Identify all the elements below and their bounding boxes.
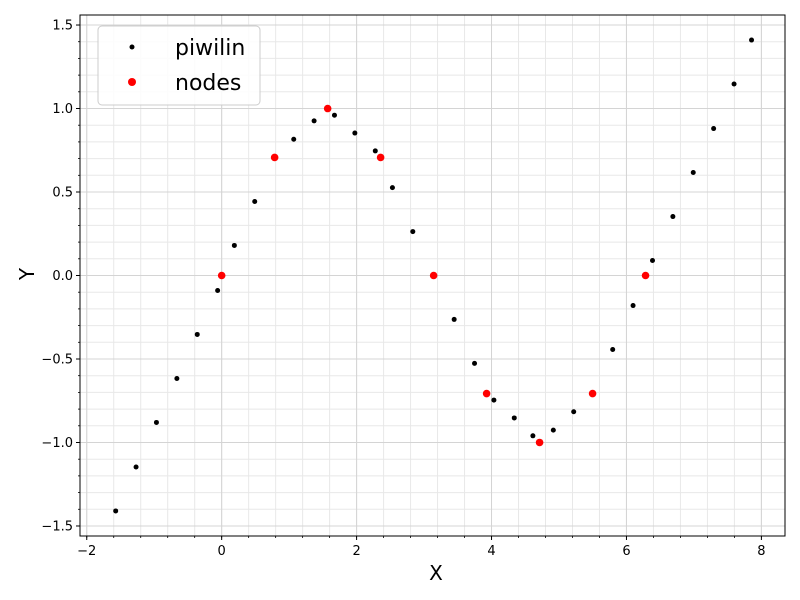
legend: piwilin nodes xyxy=(97,25,261,106)
point-piwilin xyxy=(550,427,556,433)
point-nodes xyxy=(323,104,332,113)
point-nodes xyxy=(535,438,544,447)
point-piwilin xyxy=(610,346,616,352)
point-nodes xyxy=(217,271,226,280)
point-piwilin xyxy=(472,360,478,366)
point-nodes xyxy=(641,271,650,280)
point-piwilin xyxy=(352,130,358,136)
point-piwilin xyxy=(491,397,497,403)
point-nodes xyxy=(429,271,438,280)
axis-ticks: −2 0 2 4 6 8 −1.5 −1.0 −0.5 0.0 0.5 1.0 1.5 xyxy=(41,19,765,559)
point-piwilin xyxy=(511,415,517,421)
x-tick-label: 6 xyxy=(622,544,630,559)
point-nodes xyxy=(376,153,385,162)
point-nodes xyxy=(588,389,597,398)
point-piwilin xyxy=(389,185,395,191)
point-piwilin xyxy=(311,118,317,124)
point-piwilin xyxy=(711,126,717,132)
legend-box xyxy=(97,25,261,106)
point-piwilin xyxy=(630,303,636,309)
x-tick-label: 8 xyxy=(757,544,765,559)
point-piwilin xyxy=(291,136,297,142)
data-points xyxy=(113,37,755,514)
point-piwilin xyxy=(133,464,139,470)
legend-label-piwilin: piwilin xyxy=(175,36,245,61)
legend-marker-nodes xyxy=(128,78,136,86)
point-piwilin xyxy=(331,112,337,118)
y-tick-label: −0.5 xyxy=(41,352,73,367)
x-tick-label: 4 xyxy=(487,544,495,559)
point-piwilin xyxy=(252,199,258,205)
point-piwilin xyxy=(650,257,655,263)
point-piwilin xyxy=(530,433,536,439)
point-nodes xyxy=(270,153,279,162)
point-piwilin xyxy=(174,376,180,382)
point-piwilin xyxy=(749,37,755,43)
point-piwilin xyxy=(372,148,378,154)
point-piwilin xyxy=(113,508,119,514)
point-piwilin xyxy=(410,229,416,235)
point-piwilin xyxy=(690,169,696,175)
y-axis-title: Y xyxy=(15,267,39,281)
point-piwilin xyxy=(231,242,237,248)
point-nodes xyxy=(482,389,491,398)
x-tick-label: −2 xyxy=(77,544,96,559)
x-axis-title: X xyxy=(429,561,443,585)
point-piwilin xyxy=(451,316,457,322)
legend-label-nodes: nodes xyxy=(175,71,241,96)
point-piwilin xyxy=(215,288,221,294)
point-piwilin xyxy=(571,409,577,415)
y-tick-label: 0.5 xyxy=(52,186,73,201)
point-piwilin xyxy=(153,419,159,425)
y-tick-label: 1.5 xyxy=(52,19,73,34)
legend-marker-piwilin xyxy=(129,44,135,50)
x-tick-label: 2 xyxy=(352,544,360,559)
point-piwilin xyxy=(194,331,200,337)
y-tick-label: 1.0 xyxy=(52,102,73,117)
point-piwilin xyxy=(670,214,676,220)
x-tick-label: 0 xyxy=(218,544,226,559)
y-tick-label: −1.0 xyxy=(41,436,73,451)
y-tick-label: 0.0 xyxy=(52,269,73,284)
point-piwilin xyxy=(731,81,737,87)
y-tick-label: −1.5 xyxy=(41,519,73,534)
